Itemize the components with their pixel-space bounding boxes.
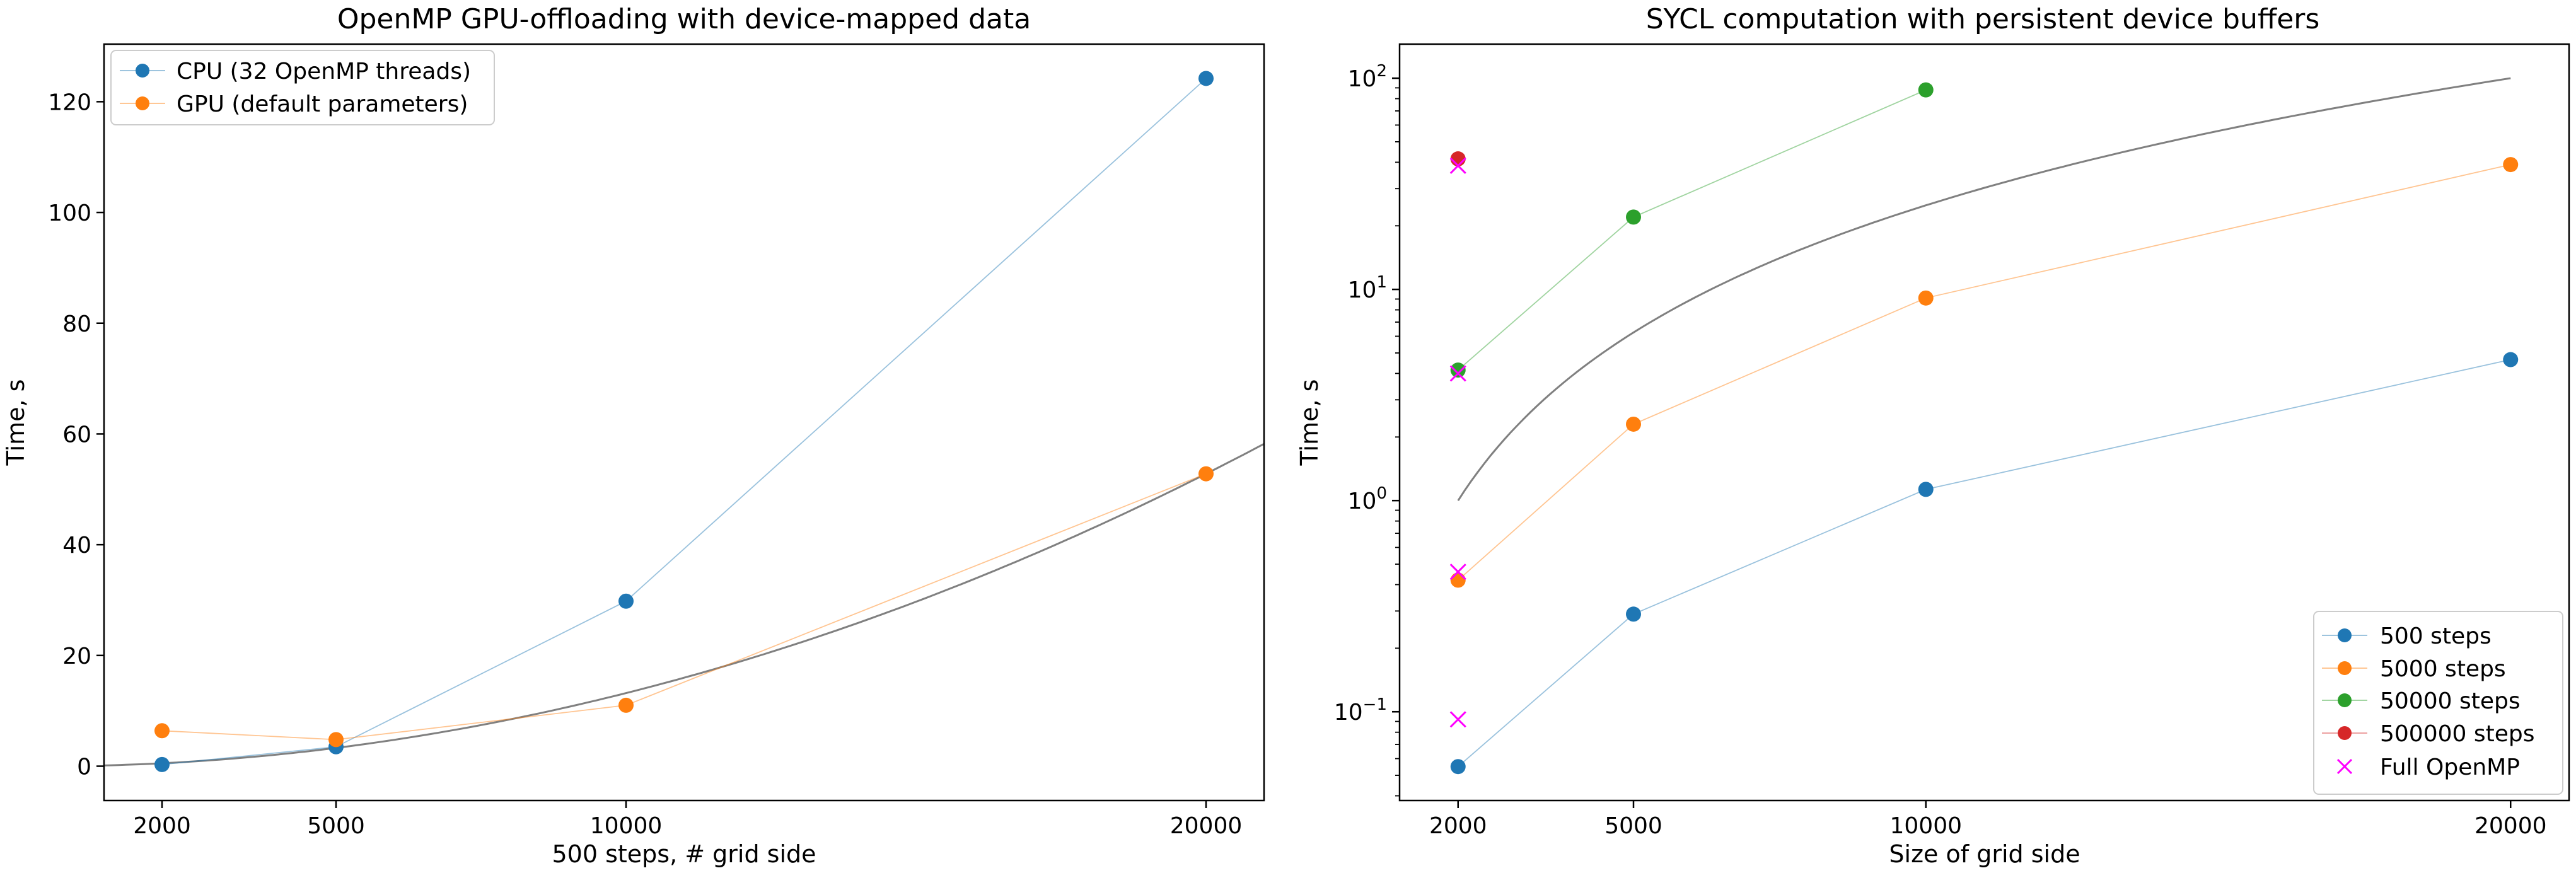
series-line [1458,359,2511,767]
y-tick-label: 60 [62,422,91,448]
data-point [1450,572,1466,588]
chart-openmp-gpu-offloading: OpenMP GPU-offloading with device-mapped… [2,3,1265,868]
data-point [154,723,170,739]
legend-marker [2338,661,2352,675]
x-tick-label: 5000 [1604,813,1662,839]
legend-marker [2338,628,2352,642]
chart-title: SYCL computation with persistent device … [1646,3,2320,35]
y-tick-label: 40 [62,533,91,558]
series-50000-steps [1450,82,1934,378]
fit-curve [103,442,1265,766]
series-full-openmp [1449,157,1466,728]
legend-label: 500000 steps [2380,721,2535,747]
plot-area: 2000 5000 10000 20000 0 20 40 60 80 100 120 [48,71,1265,839]
legend-entry-50000-steps: 50000 steps [2322,688,2521,714]
y-tick-label: 100 [48,200,91,226]
y-axis-label: Time, s [2,379,30,466]
x-tick-label: 2000 [133,813,191,839]
legend-entry-500-steps: 500 steps [2322,623,2492,649]
x-tick-label: 10000 [590,813,663,839]
y-tick-label: 0 [77,754,91,780]
legend-label: Full OpenMP [2380,754,2520,780]
legend-entry-500000-steps: 500000 steps [2322,721,2535,747]
legend-entry-cpu: CPU (32 OpenMP threads) [120,59,471,84]
data-point [1198,466,1214,482]
legend-entry-full-openmp: Full OpenMP [2336,754,2520,780]
x-tick-label: 20000 [2474,813,2547,839]
data-point [1449,711,1466,728]
y-axis-label: Time, s [1296,379,1323,466]
series-5000-steps [1450,157,2519,588]
x-axis-label: Size of grid side [1889,840,2080,868]
data-point [1449,564,1466,581]
data-point [1449,157,1466,175]
x-tick-label: 5000 [307,813,365,839]
x-tick-label: 20000 [1170,813,1243,839]
series-500000-steps [1450,151,1466,167]
y-tick-label: 80 [62,311,91,337]
legend-label: GPU (default parameters) [177,91,468,117]
series-line [161,78,1207,765]
legend-entry-5000-steps: 5000 steps [2322,656,2506,682]
legend-entry-gpu: GPU (default parameters) [120,91,468,117]
data-point [328,732,344,748]
x-axis-label: 500 steps, # grid side [552,840,816,868]
x-tick-label: 2000 [1429,813,1487,839]
data-point [2503,157,2519,173]
data-point [618,697,634,713]
fit-curve [1457,77,2511,502]
legend-box [2313,611,2563,795]
series-line [1458,164,2511,581]
series-line [161,473,1207,741]
data-point [1918,82,1934,98]
legend: 500 steps 5000 steps 50000 steps 500000 … [2313,611,2563,795]
axes-frame [1398,43,2570,802]
y-tick-label: 20 [62,644,91,669]
legend-marker [2336,758,2353,775]
data-point [1918,290,1934,306]
axes-frame [103,43,1265,802]
y-tick-label: 120 [48,90,91,115]
legend-marker [136,96,149,110]
data-point [1198,71,1214,86]
data-point [1450,151,1466,167]
data-point [1918,482,1934,497]
legend-marker [2338,726,2352,740]
data-point [1450,759,1466,775]
data-point [1626,416,1641,432]
legend-box [110,50,495,125]
data-point [618,593,634,609]
chart-title: OpenMP GPU-offloading with device-mapped… [337,3,1031,35]
legend-label: 50000 steps [2380,688,2521,714]
data-point [1626,606,1641,622]
legend-label: 500 steps [2380,623,2492,649]
legend-marker [2338,693,2352,707]
data-point [154,756,170,772]
data-point [1626,209,1641,225]
legend: CPU (32 OpenMP threads) GPU (default par… [110,50,495,125]
data-point [2503,352,2519,367]
legend-marker [136,64,149,78]
series-gpu-default-parameters- [154,466,1214,748]
data-point [1449,365,1466,382]
legend-label: 5000 steps [2380,656,2506,682]
x-tick-label: 10000 [1889,813,1962,839]
data-point [1450,362,1466,378]
legend-label: CPU (32 OpenMP threads) [177,59,471,84]
series-500-steps [1450,352,2519,775]
